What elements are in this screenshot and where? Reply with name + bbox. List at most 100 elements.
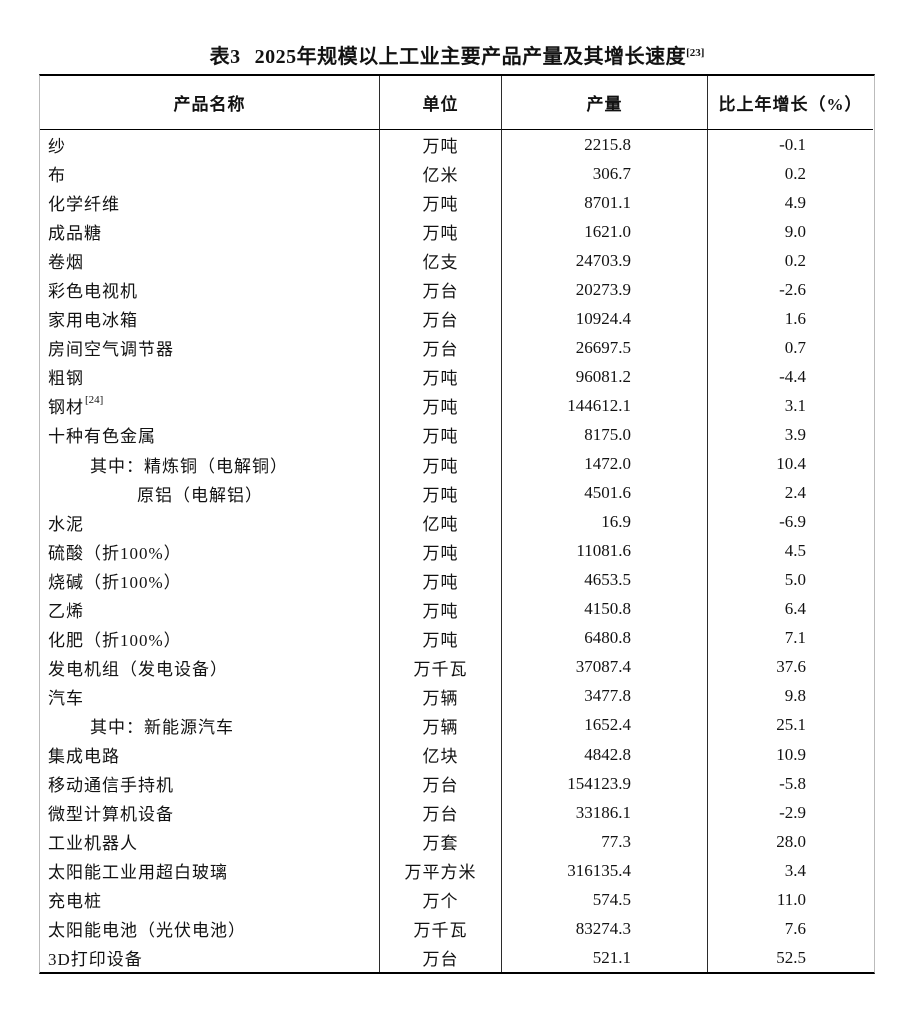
- output-value-cell: 11081.6: [502, 536, 708, 566]
- unit-cell: 万台: [380, 304, 502, 334]
- output-value-cell: 4842.8: [502, 739, 708, 770]
- table-row: 乙烯 万吨 4150.8 6.4: [40, 594, 874, 624]
- footnote-superscript: [24]: [85, 393, 104, 406]
- product-name-cell: 充电桩: [40, 885, 380, 915]
- table-row: 化学纤维 万吨 8701.1 4.9: [40, 188, 874, 218]
- growth-value-cell: 4.9: [784, 192, 806, 212]
- product-name-cell: 太阳能电池（光伏电池）: [40, 914, 380, 944]
- table-row: 工业机器人 万套 77.3 28.0: [40, 827, 874, 857]
- table-body: 纱万吨 2215.8 -0.1 布亿米 306.7 0.2 化学纤维 万吨 8701.1 4.9 成…: [40, 130, 874, 973]
- product-name-cell: 发电机组（发电设备）: [40, 652, 380, 682]
- unit-cell: 万吨: [380, 217, 502, 247]
- table-title: 表3 2025年规模以上工业主要产品产量及其增长速度[23]: [0, 40, 914, 69]
- table-row: 成品糖 万吨 1621.0 9.0: [40, 217, 874, 247]
- header-growth: 比上年增长（%）: [708, 76, 873, 130]
- table-row: 其中：新能源汽车 万辆 1652.4 25.1: [40, 710, 874, 740]
- unit-cell: 亿米: [380, 159, 502, 189]
- unit-cell: 亿块: [380, 739, 502, 770]
- unit-cell: 万平方米: [380, 856, 502, 886]
- table-row: 房间空气调节器 万台 26697.5 0.7: [40, 333, 874, 363]
- product-name-cell: 乙烯: [40, 594, 380, 624]
- output-value-cell: 8701.1: [502, 188, 708, 218]
- growth-value-cell: 3.9: [784, 424, 806, 444]
- table-row: 其中：精炼铜（电解铜） 万吨 1472.0 10.4: [40, 449, 874, 479]
- unit-cell: 万吨: [380, 130, 502, 160]
- product-name-cell: 微型计算机设备: [40, 798, 380, 828]
- unit-cell: 万辆: [380, 710, 502, 740]
- output-value-cell: 1652.4: [502, 710, 708, 740]
- table-row: 充电桩 万个 574.5 11.0: [40, 885, 874, 915]
- unit-cell: 万吨: [380, 420, 502, 450]
- output-value-cell: 154123.9: [502, 769, 708, 799]
- growth-value-cell: -6.9: [779, 512, 806, 532]
- product-name-cell: 水泥: [40, 507, 380, 537]
- table-row: 家用电冰箱 万台 10924.4 1.6: [40, 304, 874, 334]
- table-row: 卷烟 亿支 24703.9 0.2: [40, 246, 874, 276]
- output-value-cell: 521.1: [502, 943, 708, 973]
- growth-value-cell: 0.2: [784, 163, 806, 183]
- unit-cell: 万吨: [380, 362, 502, 392]
- output-value-cell: 8175.0: [502, 420, 708, 450]
- product-name-cell: 布: [40, 159, 380, 189]
- output-value-cell: 96081.2: [502, 362, 708, 392]
- unit-cell: 万台: [380, 769, 502, 799]
- output-value-cell: 4501.6: [502, 478, 708, 508]
- product-name-cell: 其中：新能源汽车: [40, 710, 380, 740]
- output-value-cell: 4653.5: [502, 565, 708, 595]
- output-value-cell: 37087.4: [502, 652, 708, 682]
- output-value-cell: 83274.3: [502, 914, 708, 944]
- table-row: 移动通信手持机 万台 154123.9 -5.8: [40, 769, 874, 799]
- product-name-cell: 移动通信手持机: [40, 769, 380, 799]
- unit-cell: 万吨: [380, 188, 502, 218]
- output-value-cell: 33186.1: [502, 798, 708, 828]
- table-row: 太阳能电池（光伏电池） 万千瓦 83274.3 7.6: [40, 914, 874, 944]
- output-value-cell: 144612.1: [502, 391, 708, 421]
- product-name-cell: 集成电路: [40, 739, 380, 770]
- header-output: 产量: [502, 76, 708, 130]
- output-value-cell: 10924.4: [502, 304, 708, 334]
- growth-value-cell: 0.7: [784, 337, 806, 357]
- table-row: 发电机组（发电设备） 万千瓦 37087.4 37.6: [40, 652, 874, 682]
- output-value-cell: 24703.9: [502, 246, 708, 276]
- product-name-cell: 化肥（折100%）: [40, 623, 380, 653]
- output-value-cell: 1621.0: [502, 217, 708, 247]
- table-row: 硫酸（折100%） 万吨 11081.6 4.5: [40, 536, 874, 566]
- unit-cell: 万吨: [380, 536, 502, 566]
- table-row: 水泥 亿吨 16.9 -6.9: [40, 507, 874, 537]
- unit-cell: 万台: [380, 333, 502, 363]
- growth-value-cell: 37.6: [776, 657, 806, 677]
- table-row: 钢材 [24] 万吨 144612.1 3.1: [40, 391, 874, 421]
- product-name-cell: 家用电冰箱: [40, 304, 380, 334]
- growth-value-cell: 1.6: [784, 308, 806, 328]
- product-name-cell: 纱: [40, 130, 380, 160]
- table-row: 3D打印设备 万台 521.1 52.5: [40, 943, 874, 973]
- unit-cell: 万台: [380, 275, 502, 305]
- table-row: 粗钢 万吨 96081.2 -4.4: [40, 362, 874, 392]
- unit-cell: 万台: [380, 798, 502, 828]
- product-name-cell: 硫酸（折100%）: [40, 536, 380, 566]
- product-name-cell: 彩色电视机: [40, 275, 380, 305]
- table-row: 布亿米 306.7 0.2: [40, 159, 874, 189]
- unit-cell: 万吨: [380, 594, 502, 624]
- product-name-cell: 卷烟: [40, 246, 380, 276]
- output-value-cell: 2215.8: [502, 130, 708, 160]
- output-value-cell: 77.3: [502, 827, 708, 857]
- unit-cell: 万台: [380, 943, 502, 973]
- unit-cell: 万千瓦: [380, 914, 502, 944]
- growth-value-cell: 4.5: [784, 541, 806, 561]
- table-row: 烧碱（折100%） 万吨 4653.5 5.0: [40, 565, 874, 595]
- footnote-superscript: [23]: [686, 47, 705, 59]
- product-name-cell: 3D打印设备: [40, 943, 380, 973]
- growth-value-cell: 52.5: [776, 947, 806, 967]
- growth-value-cell: -5.8: [779, 773, 806, 793]
- product-name-cell: 粗钢: [40, 362, 380, 392]
- growth-value-cell: 0.2: [784, 250, 806, 270]
- table-row: 汽车 万辆 3477.8 9.8: [40, 681, 874, 711]
- growth-value-cell: 7.1: [784, 628, 806, 648]
- table-row: 纱万吨 2215.8 -0.1: [40, 130, 874, 160]
- growth-value-cell: -2.9: [779, 802, 806, 822]
- growth-value-cell: 3.1: [784, 395, 806, 415]
- growth-value-cell: -4.4: [779, 366, 806, 386]
- output-value-cell: 316135.4: [502, 856, 708, 886]
- product-name-cell: 原铝（电解铝）: [40, 478, 380, 508]
